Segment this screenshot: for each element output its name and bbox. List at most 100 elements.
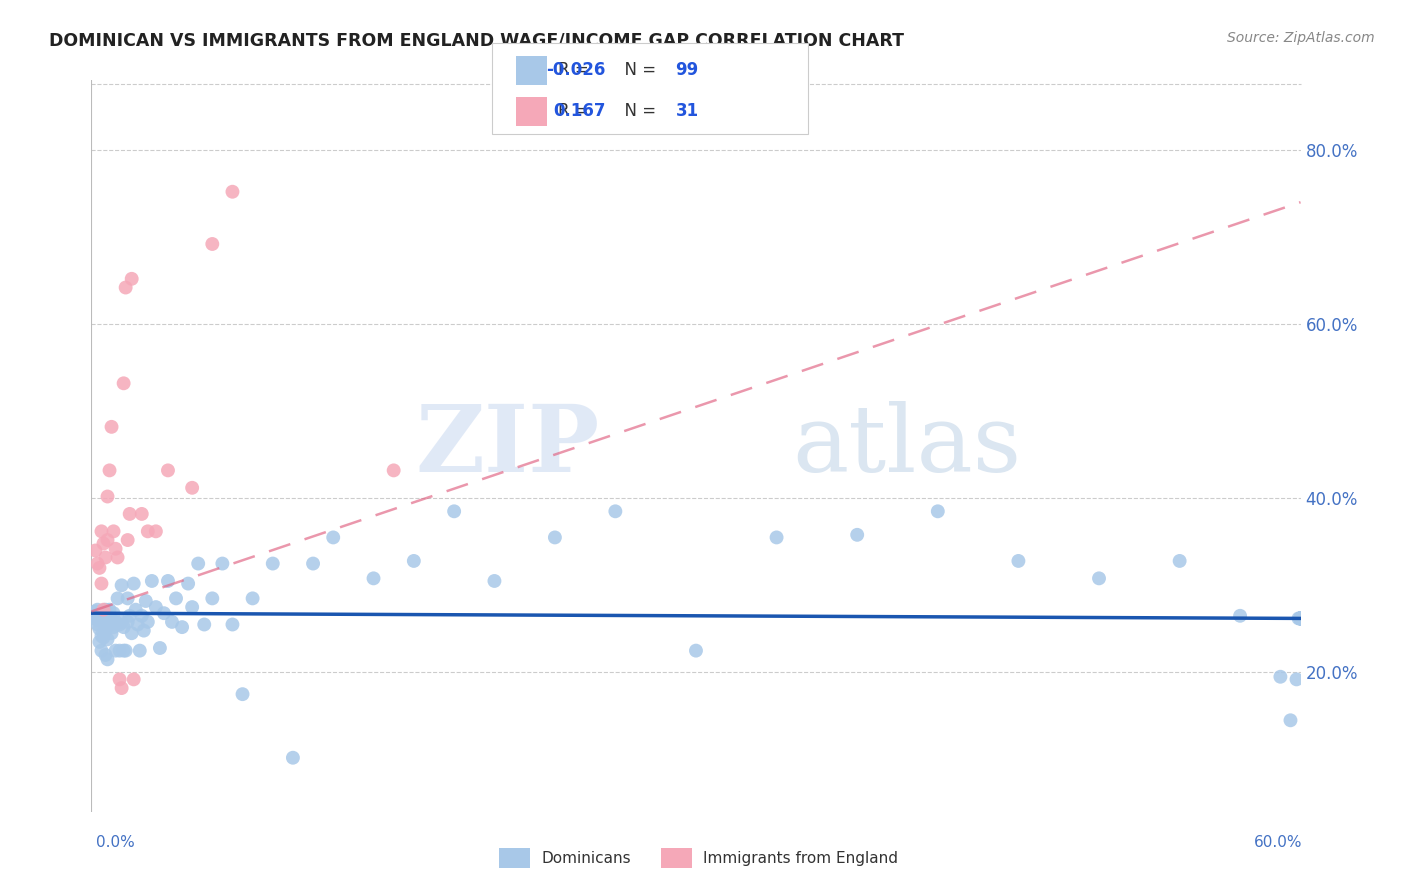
Point: [135, 594, 157, 608]
Point: [136, 524, 159, 539]
Point: [1007, 554, 1029, 568]
Point: [1289, 611, 1312, 625]
Point: [122, 673, 145, 687]
Point: [149, 640, 172, 655]
Point: [136, 615, 159, 629]
Point: [104, 643, 127, 657]
Point: [927, 504, 949, 518]
Point: [156, 574, 179, 588]
Point: [221, 185, 243, 199]
Point: [93, 615, 115, 629]
Point: [93, 536, 115, 550]
Point: [211, 557, 233, 571]
Point: [114, 643, 136, 657]
Point: [1088, 571, 1111, 585]
Point: [111, 615, 132, 629]
Point: [443, 504, 465, 518]
Point: [104, 615, 127, 629]
Point: [1289, 611, 1312, 625]
Point: [121, 626, 143, 640]
Point: [1168, 554, 1191, 568]
Point: [111, 681, 132, 695]
Text: -0.026: -0.026: [547, 62, 606, 79]
Point: [302, 557, 325, 571]
Text: Dominicans: Dominicans: [541, 851, 631, 865]
Point: [90, 524, 112, 539]
Point: [1270, 670, 1292, 684]
Point: [103, 620, 125, 634]
Point: [131, 608, 153, 623]
Point: [103, 524, 125, 539]
Point: [98, 463, 121, 477]
Point: [96, 611, 118, 625]
Text: Immigrants from England: Immigrants from England: [703, 851, 898, 865]
Point: [94, 550, 117, 565]
Text: 0.167: 0.167: [554, 103, 606, 120]
Point: [98, 603, 121, 617]
Point: [685, 643, 707, 657]
Point: [108, 673, 131, 687]
Point: [544, 530, 567, 544]
Point: [121, 272, 143, 286]
Point: [1288, 611, 1310, 625]
Point: [1285, 673, 1308, 687]
Text: 99: 99: [675, 62, 699, 79]
Point: [122, 576, 145, 591]
Point: [128, 643, 150, 657]
Point: [118, 507, 141, 521]
Point: [141, 574, 163, 588]
Point: [89, 561, 111, 575]
Text: 0.0%: 0.0%: [96, 836, 135, 850]
Point: [112, 643, 135, 657]
Point: [84, 543, 107, 558]
Point: [117, 615, 139, 629]
Point: [201, 237, 224, 252]
Text: DOMINICAN VS IMMIGRANTS FROM ENGLAND WAGE/INCOME GAP CORRELATION CHART: DOMINICAN VS IMMIGRANTS FROM ENGLAND WAG…: [49, 31, 904, 49]
Point: [100, 613, 122, 627]
Point: [231, 687, 253, 701]
Text: R =: R =: [558, 103, 595, 120]
Point: [156, 463, 179, 477]
Point: [125, 603, 148, 617]
Point: [104, 541, 127, 556]
Point: [382, 463, 405, 477]
Point: [96, 490, 118, 504]
Point: [131, 507, 153, 521]
Point: [90, 576, 112, 591]
Text: ZIP: ZIP: [415, 401, 599, 491]
Point: [98, 617, 121, 632]
Point: [484, 574, 506, 588]
Point: [221, 617, 243, 632]
Point: [145, 600, 167, 615]
Point: [172, 620, 194, 634]
Point: [1289, 611, 1312, 625]
Point: [1289, 611, 1312, 625]
Point: [177, 576, 200, 591]
Point: [107, 591, 129, 606]
Point: [112, 620, 135, 634]
Point: [96, 533, 118, 547]
Point: [242, 591, 264, 606]
Point: [262, 557, 284, 571]
Point: [89, 613, 111, 627]
Point: [160, 615, 183, 629]
Point: [1289, 611, 1312, 625]
Point: [1289, 611, 1312, 625]
Text: R =: R =: [558, 62, 595, 79]
Point: [181, 481, 204, 495]
Point: [103, 606, 125, 620]
Point: [93, 603, 115, 617]
Point: [117, 591, 139, 606]
Point: [1289, 611, 1312, 625]
Point: [84, 604, 107, 618]
Point: [605, 504, 627, 518]
Text: N =: N =: [614, 62, 662, 79]
Text: 60.0%: 60.0%: [1254, 836, 1302, 850]
Y-axis label: Wage/Income Gap: Wage/Income Gap: [0, 376, 7, 516]
Point: [281, 750, 304, 764]
Point: [153, 606, 176, 620]
Point: [363, 571, 385, 585]
Point: [765, 530, 787, 544]
Point: [86, 613, 108, 627]
Point: [100, 626, 122, 640]
